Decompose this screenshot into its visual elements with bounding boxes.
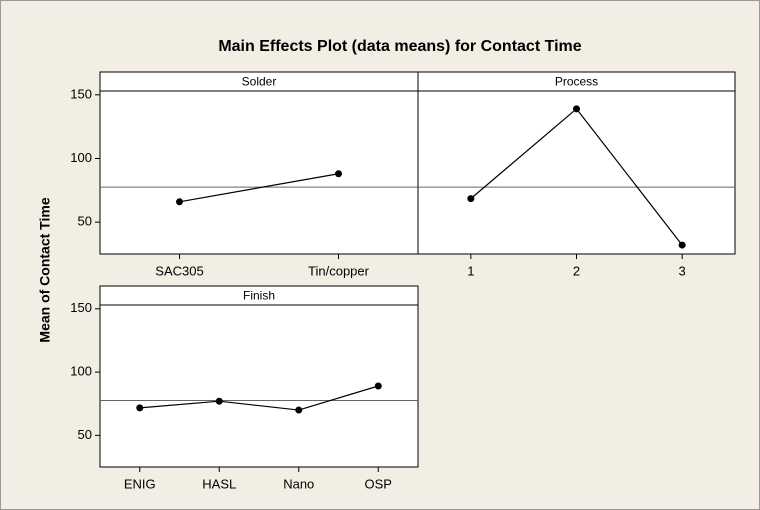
panel-title: Finish xyxy=(243,289,275,303)
y-tick-label: 100 xyxy=(70,150,92,165)
x-tick-label: 1 xyxy=(467,263,474,278)
chart-title: Main Effects Plot (data means) for Conta… xyxy=(218,38,581,55)
y-tick-label: 50 xyxy=(78,427,92,442)
y-tick-label: 150 xyxy=(70,300,92,315)
point xyxy=(467,195,475,203)
y-tick-label: 100 xyxy=(70,364,92,379)
y-tick-label: 150 xyxy=(70,86,92,101)
y-tick-label: 50 xyxy=(78,214,92,229)
panel-title: Process xyxy=(555,75,598,89)
x-tick-label: 3 xyxy=(679,263,686,278)
x-tick-label: Tin/copper xyxy=(308,263,370,278)
point xyxy=(215,397,223,405)
panel-title: Solder xyxy=(242,75,277,89)
panel xyxy=(99,90,419,255)
point xyxy=(573,105,580,113)
line xyxy=(139,385,379,411)
point xyxy=(374,382,382,390)
x-tick-label: SAC305 xyxy=(155,263,203,278)
point xyxy=(678,241,686,249)
point xyxy=(136,404,144,412)
y-axis-label: Mean of Contact Time xyxy=(37,197,53,342)
point xyxy=(335,170,342,178)
x-tick-label: HASL xyxy=(202,476,236,491)
point xyxy=(295,406,303,414)
line xyxy=(179,173,339,203)
x-tick-label: Nano xyxy=(283,476,314,491)
point xyxy=(176,198,183,206)
x-tick-label: ENIG xyxy=(124,476,156,491)
x-tick-label: OSP xyxy=(365,476,392,491)
panel xyxy=(417,90,736,255)
panel-header xyxy=(417,71,736,92)
x-tick-label: 2 xyxy=(573,263,580,278)
panel-header xyxy=(99,285,419,306)
panel xyxy=(99,304,419,468)
